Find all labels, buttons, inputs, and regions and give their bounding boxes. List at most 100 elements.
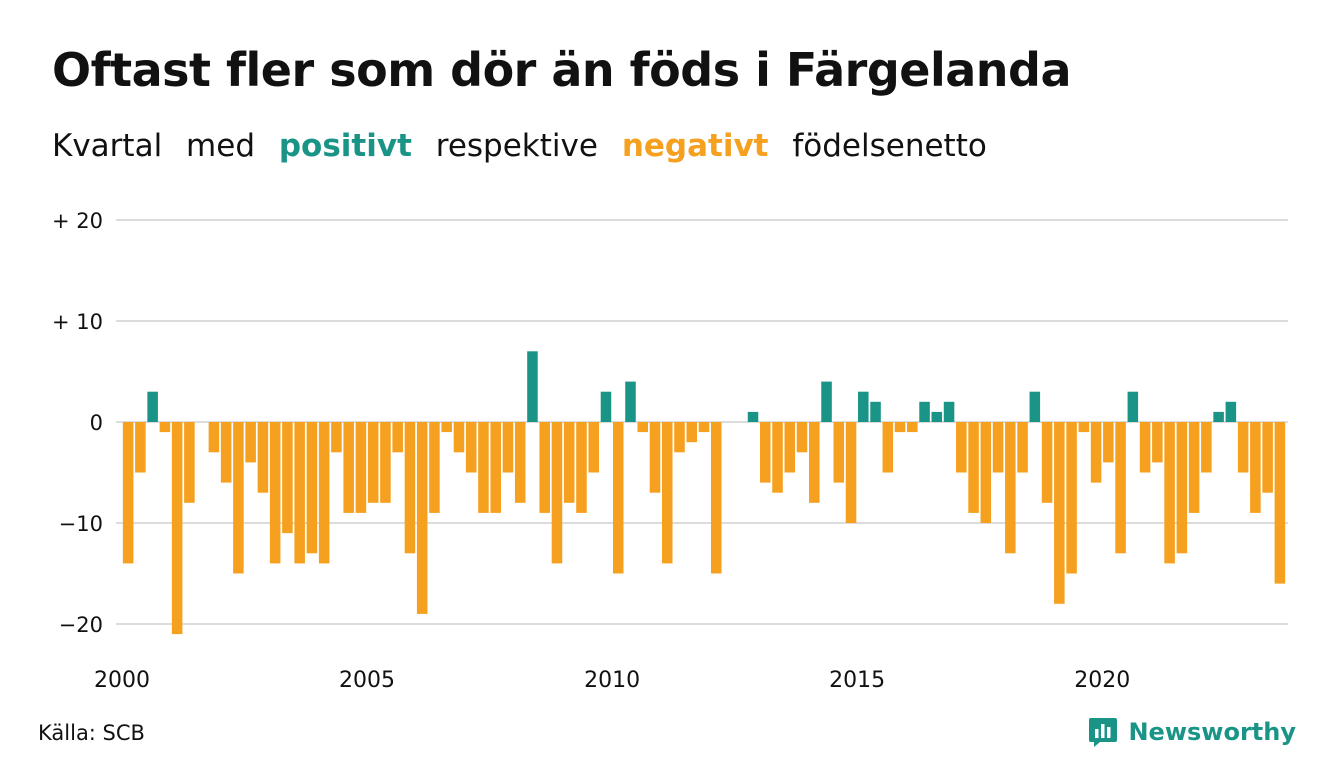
logo-text: Newsworthy	[1128, 718, 1296, 746]
bar-negative	[845, 422, 857, 523]
bar-negative	[833, 422, 845, 483]
bar-negative	[490, 422, 501, 513]
bar-negative	[796, 422, 808, 453]
bar-negative	[1041, 422, 1053, 503]
bar-negative	[318, 422, 330, 564]
bar-negative	[1090, 422, 1102, 483]
bar-negative	[539, 422, 550, 513]
y-tick-label: −20	[59, 613, 103, 637]
bar-negative	[367, 422, 379, 503]
bar-negative	[956, 422, 967, 473]
bar-positive	[1225, 401, 1237, 422]
bar-negative	[809, 422, 820, 503]
bar-negative	[968, 422, 979, 513]
bar-negative	[661, 422, 673, 564]
bar-negative	[122, 422, 134, 564]
bar-positive	[870, 401, 881, 422]
source-label: Källa: SCB	[38, 721, 145, 745]
bar-negative	[514, 422, 526, 503]
y-tick-label: + 20	[52, 209, 103, 233]
bar-negative	[551, 422, 563, 564]
bar-negative	[380, 422, 391, 503]
bar-negative	[184, 422, 195, 503]
bar-negative	[159, 422, 171, 433]
bar-negative	[1201, 422, 1212, 473]
bar-negative	[686, 422, 698, 443]
bar-negative	[1017, 422, 1028, 473]
bar-negative	[478, 422, 489, 513]
bar-negative	[355, 422, 367, 513]
bar-negative	[882, 422, 894, 473]
bar-negative	[1164, 422, 1175, 564]
bar-negative	[441, 422, 452, 433]
bar-negative	[220, 422, 232, 483]
bar-negative	[637, 422, 649, 433]
bar-negative	[1152, 422, 1163, 463]
y-tick-label: −10	[59, 512, 103, 536]
bar-negative	[759, 422, 771, 483]
subtitle-word: respektive	[435, 128, 598, 164]
x-tick-label: 2005	[339, 668, 395, 693]
subtitle: Kvartal med positivt respektive negativt…	[52, 124, 1001, 168]
bar-positive	[625, 381, 636, 422]
bars	[122, 351, 1286, 635]
bar-negative	[404, 422, 416, 554]
bar-negative	[282, 422, 293, 534]
bar-negative	[674, 422, 685, 453]
subtitle-positive-label: positivt	[278, 128, 412, 164]
bar-negative	[465, 422, 477, 473]
newsworthy-logo: Newsworthy	[1088, 712, 1296, 752]
bar-negative	[416, 422, 428, 614]
bar-negative	[257, 422, 269, 493]
bar-negative	[1115, 422, 1126, 554]
bar-negative	[612, 422, 624, 574]
bar-negative	[992, 422, 1004, 473]
subtitle-word: Kvartal	[52, 128, 163, 164]
bar-negative	[894, 422, 906, 433]
x-tick-label: 2015	[829, 668, 885, 693]
bar-negative	[980, 422, 992, 523]
x-axis-ticks: 2000 2005 2010 2015 2020	[94, 668, 1130, 693]
bar-negative	[1139, 422, 1151, 473]
y-tick-label: + 10	[52, 310, 103, 334]
bar-negative	[1176, 422, 1188, 554]
bar-negative	[710, 422, 722, 574]
bar-negative	[1262, 422, 1273, 493]
bar-positive	[821, 381, 832, 422]
bar-positive	[527, 351, 538, 422]
bar-negative	[588, 422, 599, 473]
bar-positive	[600, 391, 612, 422]
bar-negative	[343, 422, 354, 513]
bar-negative	[135, 422, 146, 473]
bar-negative	[331, 422, 342, 453]
subtitle-word: födelsenetto	[792, 128, 987, 164]
bar-chart-speech-bubble-icon	[1089, 718, 1118, 747]
bar-negative	[1005, 422, 1016, 554]
bar-positive	[919, 401, 930, 422]
bar-negative	[392, 422, 403, 453]
bar-negative	[698, 422, 710, 433]
y-tick-label: 0	[90, 411, 103, 435]
bar-negative	[1103, 422, 1114, 463]
bar-negative	[294, 422, 305, 564]
bar-positive	[747, 411, 759, 422]
x-tick-label: 2020	[1074, 668, 1130, 693]
bar-negative	[233, 422, 244, 574]
y-axis-ticks: + 20 + 10 0 −10 −20	[52, 209, 103, 637]
bar-negative	[245, 422, 256, 463]
bar-negative	[907, 422, 918, 433]
bar-negative	[1054, 422, 1065, 604]
bar-negative	[502, 422, 514, 473]
bar-negative	[453, 422, 465, 453]
bar-positive	[1127, 391, 1139, 422]
bar-negative	[1274, 422, 1286, 584]
bar-positive	[931, 411, 943, 422]
bar-negative	[1066, 422, 1077, 574]
bar-negative	[649, 422, 661, 493]
bar-negative	[1078, 422, 1090, 433]
bar-negative	[1237, 422, 1249, 473]
bar-negative	[772, 422, 783, 493]
bar-negative	[306, 422, 318, 554]
bar-negative	[784, 422, 796, 473]
